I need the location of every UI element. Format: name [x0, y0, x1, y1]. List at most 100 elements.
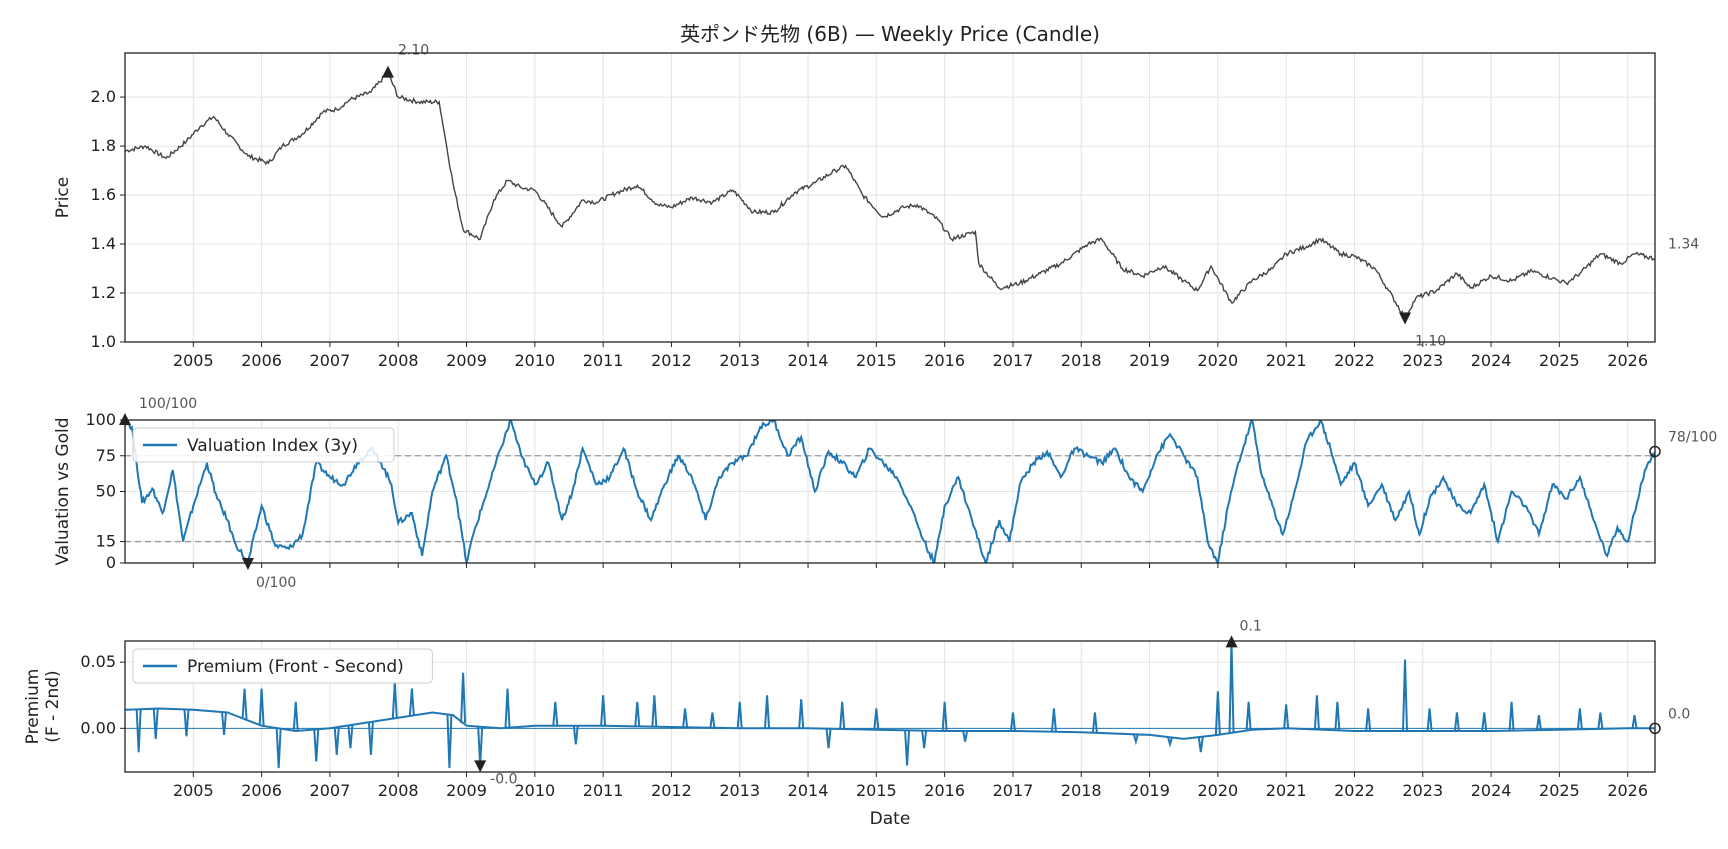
y-axis-label: Premium(F - 2nd) — [23, 669, 63, 745]
y-tick-label: 1.6 — [91, 185, 116, 204]
series-spike — [258, 688, 265, 726]
series-spike — [1535, 714, 1542, 731]
y-tick-label: 15 — [96, 532, 116, 551]
x-tick-label: 2023 — [1402, 781, 1443, 800]
x-axis-label: Date — [870, 809, 911, 829]
panel-2: 0 15 50 75 100 100/100 0/100 78/100 Valuation In… — [53, 396, 1717, 591]
series-line — [125, 71, 1655, 319]
series-spike — [1009, 712, 1016, 732]
x-tick-label: 2021 — [1266, 351, 1307, 370]
series-spike — [709, 712, 716, 728]
x-tick-label: 2009 — [446, 781, 487, 800]
x-tick-label: 2020 — [1197, 781, 1238, 800]
series-spike — [504, 688, 511, 728]
series-spike — [241, 688, 248, 720]
series-spike — [1197, 736, 1204, 753]
series-spike — [1597, 712, 1604, 729]
series-spike — [333, 727, 340, 755]
x-tick-label: 2015 — [856, 351, 897, 370]
x-tick-label: 2019 — [1129, 351, 1170, 370]
annotation-label: 1.34 — [1668, 237, 1699, 253]
x-tick-label: 2022 — [1334, 351, 1375, 370]
annotation-label: 78/100 — [1668, 429, 1717, 445]
series-spike — [1481, 712, 1488, 732]
min-marker — [1399, 312, 1412, 325]
series-spike — [1091, 712, 1098, 733]
series-spike — [1132, 734, 1139, 746]
x-tick-label: 2012 — [651, 781, 692, 800]
series-spike — [1426, 708, 1433, 732]
x-tick-label: 2006 — [241, 351, 282, 370]
series-spike — [1050, 708, 1057, 732]
y-tick-label: 1.4 — [91, 234, 116, 253]
series-spike — [921, 730, 928, 749]
series-spike — [1631, 714, 1638, 729]
x-tick-label: 2015 — [856, 781, 897, 800]
x-tick-label: 2026 — [1607, 781, 1648, 800]
series-spike — [221, 712, 228, 736]
x-tick-label: 2026 — [1607, 351, 1648, 370]
x-tick-label: 2023 — [1402, 351, 1443, 370]
x-tick-label: 2016 — [924, 781, 965, 800]
plot-frame — [124, 52, 1656, 343]
y-tick-label: 2.0 — [91, 87, 116, 106]
x-tick-label: 2006 — [241, 781, 282, 800]
series-spike — [1214, 691, 1221, 735]
series-spike — [408, 688, 415, 716]
series-spike — [477, 726, 484, 766]
y-tick-label: 0.00 — [80, 718, 116, 737]
series-line — [125, 707, 1655, 740]
y-axis-label: Valuation vs Gold — [53, 417, 73, 565]
series-spike — [572, 725, 579, 745]
x-tick-label: 2021 — [1266, 781, 1307, 800]
x-tick-label: 2016 — [924, 351, 965, 370]
series-spike — [1283, 704, 1290, 729]
legend-entry: Premium (Front - Second) — [187, 657, 404, 677]
x-tick-label: 2024 — [1471, 781, 1512, 800]
series-spike — [682, 708, 689, 728]
x-tick-label: 2017 — [993, 351, 1034, 370]
series-spike — [736, 701, 743, 729]
series-spike — [152, 708, 159, 739]
x-tick-label: 2005 — [173, 351, 214, 370]
panel-3: 0.00 0.05 2005 2006 2007 2008 2009 2010 2011 2012… — [23, 618, 1690, 829]
y-axis-label: Price — [53, 177, 73, 218]
x-tick-label: 2024 — [1471, 351, 1512, 370]
annotation-label: 0.0 — [1668, 706, 1690, 722]
x-tick-label: 2018 — [1061, 781, 1102, 800]
plot-frame — [124, 640, 1656, 773]
y-tick-label: 0.05 — [80, 652, 116, 671]
series-spike — [183, 709, 190, 737]
series-spike — [347, 725, 354, 749]
y-tick-label: 1.8 — [91, 136, 116, 155]
x-tick-label: 2008 — [378, 781, 419, 800]
x-tick-label: 2007 — [310, 351, 351, 370]
series-spike — [1334, 701, 1341, 731]
series-spike — [275, 728, 282, 769]
x-tick-label: 2020 — [1197, 351, 1238, 370]
legend-box — [132, 648, 433, 684]
x-tick-label: 2025 — [1539, 351, 1580, 370]
min-marker — [474, 760, 487, 773]
x-tick-label: 2022 — [1334, 781, 1375, 800]
x-tick-label: 2025 — [1539, 781, 1580, 800]
series-spike — [873, 708, 880, 730]
series-spike — [1313, 695, 1320, 730]
min-marker — [241, 558, 254, 570]
y-tick-label: 75 — [96, 446, 116, 465]
series-spike — [941, 701, 948, 732]
x-tick-label: 2011 — [583, 781, 624, 800]
series-spike — [962, 730, 969, 742]
y-tick-label: 1.0 — [91, 332, 116, 351]
annotation-label: 0/100 — [256, 575, 296, 591]
series-spike — [1508, 701, 1515, 731]
x-tick-label: 2005 — [173, 781, 214, 800]
series-spike — [651, 695, 658, 727]
x-tick-label: 2014 — [788, 781, 829, 800]
annotation-label: 100/100 — [139, 396, 197, 412]
series-spike — [600, 695, 607, 726]
series-spike — [1365, 708, 1372, 732]
series-spike — [1167, 737, 1174, 748]
x-tick-label: 2011 — [583, 351, 624, 370]
